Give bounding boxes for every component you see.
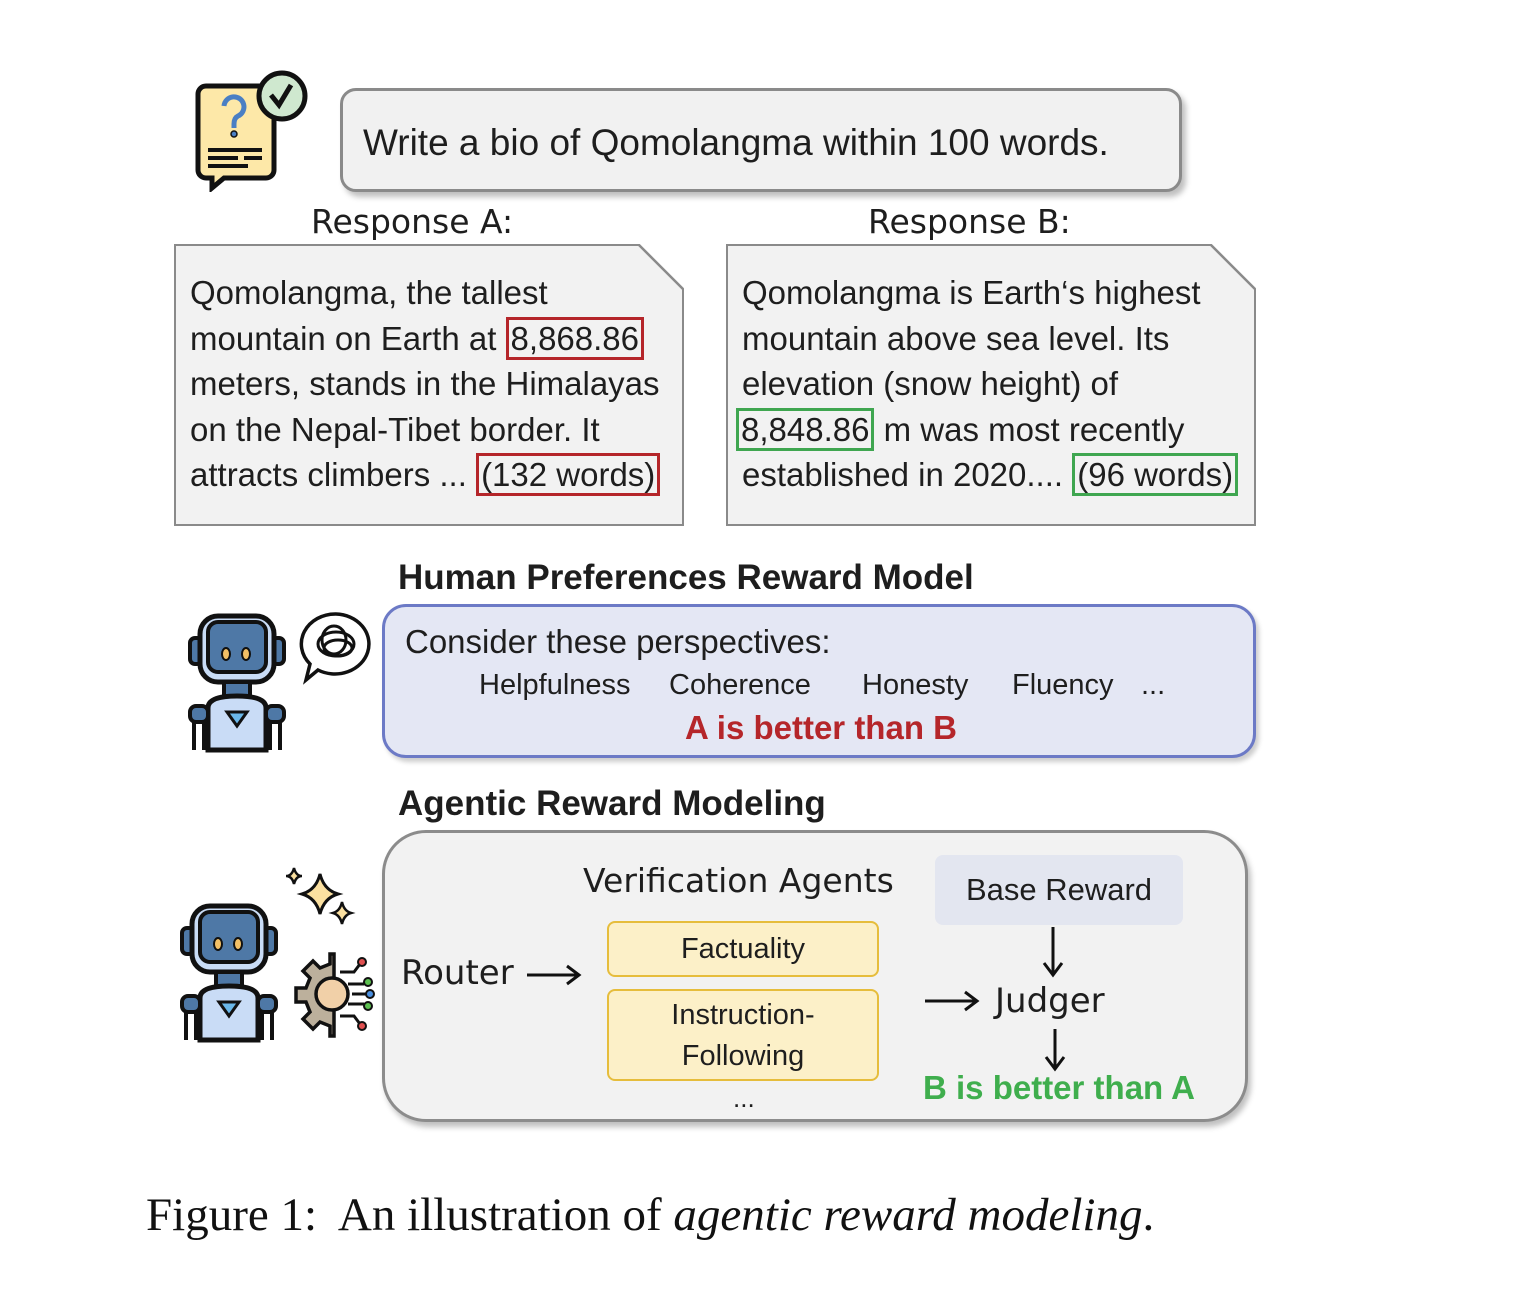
perspective-more: ... [1141, 669, 1166, 701]
base-reward-box: Base Reward [935, 855, 1183, 925]
perspective-coherence: Coherence [669, 669, 811, 701]
text-line: established in 2020.... (96 words) [742, 452, 1254, 498]
text-line: meters, stands in the Himalayas [190, 365, 660, 402]
text-span: m was most recently [883, 410, 1185, 448]
consider-text: Consider these perspectives: [405, 623, 831, 660]
check-badge-icon [256, 70, 308, 122]
arm-box: Verification Agents Router Factuality In… [382, 830, 1248, 1122]
correct-height-highlight: 8,848.86 [736, 408, 874, 451]
text-line: Qomolangma, the tallest [190, 274, 548, 311]
tangled-thought-bubble-icon [299, 612, 371, 685]
arm-verdict: B is better than A [923, 1069, 1195, 1106]
robot-icon [180, 903, 278, 1043]
response-b-card: Qomolangma is Earth‘s highest mountain a… [726, 244, 1256, 526]
hprm-box: Consider these perspectives: Helpfulness… [382, 604, 1256, 758]
perspective-honesty: Honesty [862, 669, 969, 701]
prompt-box: Write a bio of Qomolangma within 100 wor… [340, 88, 1182, 192]
text-line: on the Nepal-Tibet border. It [190, 410, 600, 448]
prompt-text: Write a bio of Qomolangma within 100 wor… [363, 122, 1109, 163]
caption-prefix: Figure 1: An illustration of [146, 1189, 674, 1241]
page-fold-icon [638, 244, 684, 290]
agent-instruction-following: Instruction- Following [607, 989, 879, 1081]
question-document-icon [195, 70, 308, 192]
response-b-label: Response B: [868, 202, 1071, 241]
page-fold-icon [1210, 244, 1256, 290]
arrow-right-icon [527, 964, 582, 986]
caption-italic: agentic reward modeling [673, 1189, 1143, 1241]
gear-circuit-icon [294, 952, 375, 1038]
arrow-down-icon [1044, 1029, 1066, 1072]
arm-title: Agentic Reward Modeling [398, 784, 826, 823]
hprm-verdict: A is better than B [685, 709, 957, 746]
text-line: mountain on Earth at 8,868.86 [190, 316, 682, 362]
wrong-height-highlight: 8,868.86 [506, 317, 644, 360]
robot-icon [188, 613, 286, 753]
caption-suffix: . [1142, 1189, 1155, 1241]
perspective-helpfulness: Helpfulness [479, 669, 631, 701]
text-span: attracts climbers ... [190, 456, 467, 493]
text-line: 8,848.86 m was most recently [736, 407, 1254, 453]
text-line: mountain above sea level. Its [742, 319, 1170, 357]
text-line: elevation (snow height) of [742, 365, 1119, 402]
sparkles-icon [285, 867, 356, 925]
judger-label: Judger [995, 981, 1105, 1021]
agent-factuality: Factuality [607, 921, 879, 977]
response-a-label: Response A: [311, 202, 514, 241]
response-a-card: Qomolangma, the tallest mountain on Eart… [174, 244, 684, 526]
text-line: Qomolangma is Earth‘s highest [742, 274, 1201, 311]
router-label: Router [401, 953, 514, 993]
text-span: established in 2020.... [742, 456, 1064, 493]
perspective-fluency: Fluency [1012, 669, 1114, 701]
text-line: attracts climbers ... (132 words) [190, 452, 682, 498]
word-count-highlight: (132 words) [476, 453, 660, 496]
agents-ellipsis: ... [733, 1083, 755, 1113]
hprm-title: Human Preferences Reward Model [398, 558, 974, 597]
verification-agents-label: Verification Agents [583, 861, 894, 900]
text-span: mountain on Earth at [190, 319, 497, 357]
arrow-right-icon [925, 990, 980, 1012]
figure-caption: Figure 1: An illustration of agentic rew… [146, 1188, 1154, 1242]
word-count-highlight: (96 words) [1072, 453, 1238, 496]
arrow-down-icon [1042, 927, 1064, 978]
